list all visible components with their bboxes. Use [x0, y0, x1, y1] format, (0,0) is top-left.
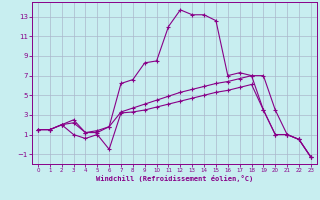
X-axis label: Windchill (Refroidissement éolien,°C): Windchill (Refroidissement éolien,°C): [96, 175, 253, 182]
